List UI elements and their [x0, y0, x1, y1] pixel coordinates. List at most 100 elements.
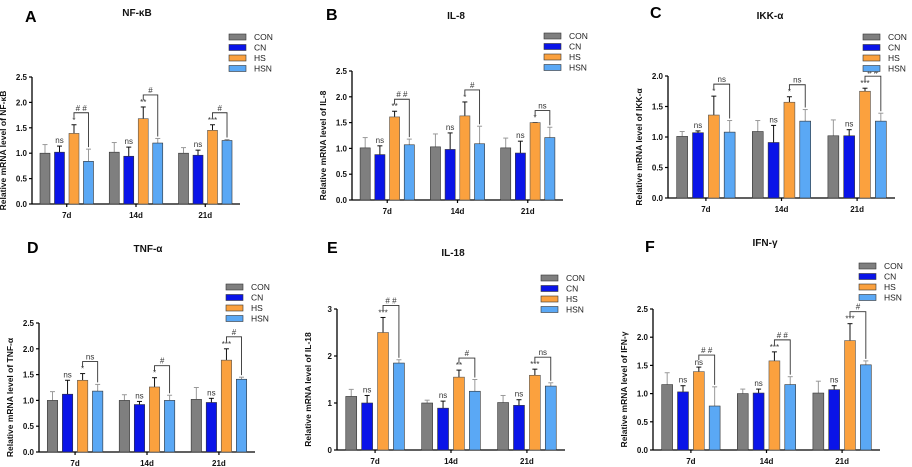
bar-cn: [192, 154, 204, 205]
bar-hs: [844, 340, 856, 451]
bracket-significance-label: #: [148, 86, 153, 95]
y-tick-label: 0.0: [16, 200, 28, 209]
cn-significance-label: ns: [446, 123, 454, 132]
hs-significance-label: *: [153, 369, 156, 378]
bracket-significance-label: # #: [777, 331, 789, 340]
bar-con: [812, 392, 825, 451]
bar-con: [500, 147, 512, 201]
hs-significance-label: *: [712, 87, 715, 96]
bracket-significance-label: # #: [76, 104, 88, 113]
x-tick-label: 14d: [129, 211, 143, 220]
y-tick-label: 2: [328, 352, 333, 361]
y-tick-label: 0.0: [23, 448, 35, 457]
bar-hsn: [221, 140, 233, 205]
hs-significance-label: **: [140, 98, 146, 107]
legend-label-hsn: HSN: [888, 64, 906, 74]
y-tick-label: 1.5: [23, 371, 35, 380]
hs-significance-label: *: [81, 365, 84, 374]
legend-swatch-cn: [543, 43, 562, 50]
panel-e: E IL-18 Relative mRNA level of IL-18 0 1 2 3 7d…: [303, 240, 585, 466]
y-tick-label: 1.5: [336, 119, 348, 128]
y-tick-label: 0.5: [336, 170, 348, 179]
x-tick-label: 7d: [370, 457, 379, 466]
cn-significance-label: ns: [679, 376, 687, 385]
panel-letter: F: [645, 239, 655, 256]
x-tick-label: 14d: [451, 207, 465, 216]
bar-hs: [459, 115, 471, 201]
y-tick-label: 0: [328, 446, 333, 455]
bar-con: [737, 393, 749, 451]
bar-cn: [692, 132, 704, 199]
legend-label-con: CON: [888, 32, 907, 42]
bar-cn: [54, 151, 65, 205]
comparison-bracket: [458, 357, 476, 378]
bar-con: [421, 402, 433, 451]
legend-swatch-hs: [540, 295, 559, 303]
cn-significance-label: ns: [207, 388, 215, 397]
bar-con: [497, 402, 509, 451]
comparison-bracket: [713, 83, 731, 119]
y-tick-label: 0.0: [336, 196, 348, 205]
comparison-bracket: [394, 98, 410, 138]
legend-label-hs: HS: [569, 52, 581, 62]
y-tick-label: 2.0: [637, 333, 649, 342]
legend-swatch-hsn: [543, 64, 562, 71]
legend-swatch-con: [225, 283, 244, 291]
panel-title: TNF-α: [134, 244, 164, 255]
legend-label-hsn: HSN: [566, 305, 584, 315]
hs-significance-label: ***: [208, 116, 217, 125]
x-tick-label: 21d: [520, 457, 534, 466]
comparison-bracket: [773, 339, 791, 375]
hs-significance-label: *: [788, 88, 791, 97]
bar-hs: [68, 133, 80, 205]
legend-label-con: CON: [884, 261, 903, 271]
hs-significance-label: *: [72, 116, 75, 125]
bar-hsn: [403, 144, 415, 201]
cn-significance-label: ns: [363, 385, 371, 394]
legend-swatch-cn: [540, 285, 559, 292]
panel-letter: B: [326, 7, 338, 24]
bracket-significance-label: ns: [539, 348, 547, 357]
y-tick-label: 1.5: [637, 361, 649, 370]
panel-title: IFN-γ: [753, 238, 778, 249]
bar-hs: [77, 379, 89, 453]
panel-title: IL-8: [447, 11, 465, 22]
legend-label-hs: HS: [884, 282, 896, 292]
hs-significance-label: **: [391, 102, 397, 111]
y-tick-label: 0.0: [637, 446, 649, 455]
bar-hsn: [474, 143, 485, 201]
bar-hs: [693, 371, 705, 451]
comparison-bracket: [534, 356, 552, 381]
panel-c: C IKK-α Relative mRNA level of IKK-α 0.0 0.5…: [634, 5, 907, 214]
x-tick-label: 14d: [140, 459, 154, 467]
x-tick-label: 7d: [701, 205, 710, 214]
bar-con: [827, 135, 840, 199]
panel-letter: A: [25, 9, 37, 26]
bar-con: [108, 151, 120, 205]
y-tick-label: 0.5: [637, 418, 649, 427]
y-tick-label: 1: [328, 399, 333, 408]
legend-label-cn: CN: [251, 293, 263, 303]
legend-swatch-hs: [228, 54, 247, 62]
hs-significance-label: ***: [860, 79, 869, 88]
bar-cn: [437, 407, 449, 451]
hs-significance-label: ***: [378, 308, 387, 317]
y-tick-label: 0.0: [652, 194, 664, 203]
legend-swatch-con: [228, 33, 247, 41]
y-tick-label: 1.5: [16, 124, 28, 133]
bar-cn: [361, 402, 373, 451]
legend-swatch-cn: [225, 294, 244, 301]
bracket-significance-label: #: [856, 303, 861, 312]
bracket-significance-label: #: [160, 357, 165, 366]
y-tick-label: 2.0: [23, 345, 35, 354]
bar-con: [46, 400, 58, 453]
bar-hs: [377, 332, 389, 451]
panel-a: A NF-κB Relative mRNA level of NF-κB 0.0 0.5…: [0, 8, 273, 220]
x-tick-label: 14d: [760, 457, 774, 466]
bar-hs: [207, 130, 218, 205]
y-tick-label: 0.5: [652, 164, 664, 173]
bar-hs: [859, 90, 871, 199]
legend-label-con: CON: [566, 273, 585, 283]
legend-label-hs: HS: [566, 294, 578, 304]
comparison-bracket: [382, 305, 400, 358]
